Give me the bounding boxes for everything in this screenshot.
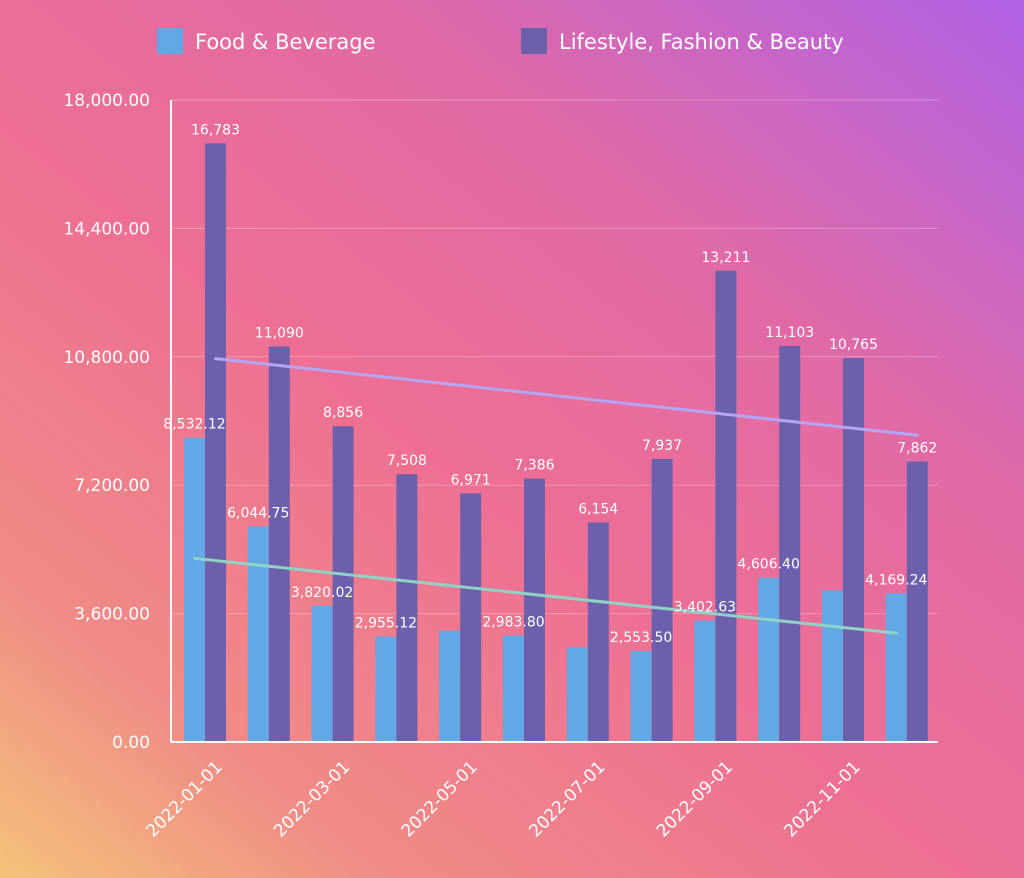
data-label-food-beverage: 2,553.50 xyxy=(610,630,672,646)
bar-food-beverage-2022-08-01 xyxy=(630,650,652,742)
bar-food-beverage-2022-09-01 xyxy=(694,620,716,742)
bar-lifestyle-fashion-beauty-2022-12-01 xyxy=(906,461,928,742)
data-label-lifestyle-fashion-beauty: 13,211 xyxy=(701,250,750,266)
data-label-food-beverage: 8,532.12 xyxy=(163,417,225,433)
data-label-food-beverage: 3,402.63 xyxy=(674,600,736,616)
y-tick-label: 7,200.00 xyxy=(74,476,150,496)
data-label-lifestyle-fashion-beauty: 7,862 xyxy=(897,441,937,457)
data-label-lifestyle-fashion-beauty: 16,783 xyxy=(191,122,240,138)
bar-food-beverage-2022-04-01 xyxy=(375,636,397,742)
bar-lifestyle-fashion-beauty-2022-10-01 xyxy=(779,345,801,742)
x-tick-label: 2022-09-01 xyxy=(653,757,737,841)
x-tick-label: 2022-05-01 xyxy=(398,757,482,841)
bar-food-beverage-2022-05-01 xyxy=(439,630,461,742)
bar-lifestyle-fashion-beauty-2022-05-01 xyxy=(460,493,482,742)
data-label-lifestyle-fashion-beauty: 6,154 xyxy=(578,502,618,518)
data-label-food-beverage: 2,983.80 xyxy=(482,615,544,631)
data-label-lifestyle-fashion-beauty: 10,765 xyxy=(829,337,878,353)
bar-lifestyle-fashion-beauty-2022-07-01 xyxy=(587,522,609,742)
bar-lifestyle-fashion-beauty-2022-11-01 xyxy=(843,358,864,742)
data-label-food-beverage: 2,955.12 xyxy=(355,616,417,632)
x-tick-label: 2022-11-01 xyxy=(781,757,865,841)
bar-food-beverage-2022-03-01 xyxy=(311,605,333,742)
y-tick-label: 10,800.00 xyxy=(63,348,150,368)
bar-lifestyle-fashion-beauty-2022-03-01 xyxy=(332,426,354,742)
x-tick-label: 2022-07-01 xyxy=(525,757,609,841)
axes xyxy=(170,100,938,743)
bars xyxy=(184,143,928,743)
data-label-lifestyle-fashion-beauty: 11,103 xyxy=(765,325,814,341)
bar-lifestyle-fashion-beauty-2022-08-01 xyxy=(651,458,673,742)
data-label-lifestyle-fashion-beauty: 8,856 xyxy=(323,405,363,421)
y-tick-label: 0.00 xyxy=(112,733,150,753)
bar-food-beverage-2022-12-01 xyxy=(885,593,907,742)
bar-food-beverage-2022-11-01 xyxy=(822,590,843,742)
trendlines xyxy=(193,357,919,635)
bar-food-beverage-2022-02-01 xyxy=(247,526,269,742)
y-tick-label: 18,000.00 xyxy=(63,91,150,111)
data-label-lifestyle-fashion-beauty: 11,090 xyxy=(255,325,304,341)
data-label-food-beverage: 4,169.24 xyxy=(865,572,927,588)
bar-lifestyle-fashion-beauty-2022-06-01 xyxy=(524,478,545,742)
legend-label-food-beverage: Food & Beverage xyxy=(195,30,376,54)
gridlines xyxy=(171,99,938,615)
legend-label-lifestyle: Lifestyle, Fashion & Beauty xyxy=(559,30,844,54)
bar-lifestyle-fashion-beauty-2022-01-01 xyxy=(205,143,226,743)
x-tick-label: 2022-01-01 xyxy=(143,757,227,841)
bar-lifestyle-fashion-beauty-2022-04-01 xyxy=(396,474,418,742)
trendline-food-beverage xyxy=(193,556,898,635)
data-labels: 8,532.12 6,044.75 3,820.022,955.12 2,983.80… xyxy=(163,122,937,646)
bar-food-beverage-2022-07-01 xyxy=(566,647,588,742)
data-label-lifestyle-fashion-beauty: 6,971 xyxy=(451,472,491,488)
data-label-food-beverage: 4,606.40 xyxy=(738,557,800,573)
y-tick-label: 14,400.00 xyxy=(63,219,150,239)
legend: Food & Beverage Lifestyle, Fashion & Bea… xyxy=(157,28,844,54)
bar-lifestyle-fashion-beauty-2022-02-01 xyxy=(268,346,290,742)
bar-lifestyle-fashion-beauty-2022-09-01 xyxy=(715,270,737,742)
data-label-lifestyle-fashion-beauty: 7,386 xyxy=(514,458,554,474)
bar-food-beverage-2022-10-01 xyxy=(758,577,780,742)
x-tick-label: 2022-03-01 xyxy=(270,757,354,841)
y-tick-label: 3,600.00 xyxy=(74,605,150,625)
data-label-food-beverage: 3,820.02 xyxy=(291,585,353,601)
data-label-lifestyle-fashion-beauty: 7,937 xyxy=(642,438,682,454)
bar-food-beverage-2022-01-01 xyxy=(184,437,205,742)
legend-swatch-food-beverage xyxy=(157,28,183,54)
legend-swatch-lifestyle xyxy=(521,28,547,54)
data-label-food-beverage: 6,044.75 xyxy=(227,505,289,521)
data-label-lifestyle-fashion-beauty: 7,508 xyxy=(387,453,427,469)
bar-food-beverage-2022-06-01 xyxy=(503,635,524,742)
trendline-lifestyle-fashion-beauty xyxy=(214,357,919,437)
